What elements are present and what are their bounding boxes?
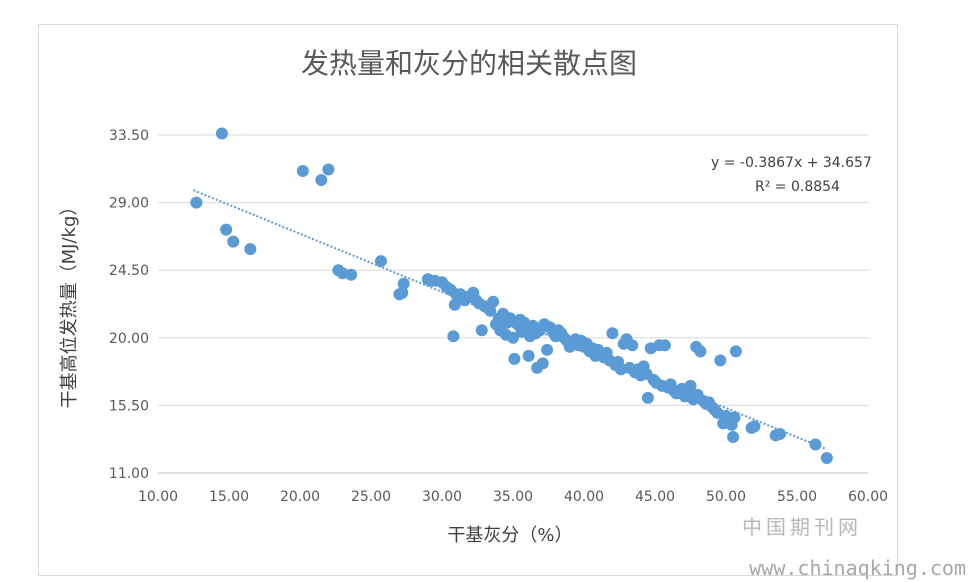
data-point: [475, 324, 488, 337]
y-tick-label: 15.50: [109, 398, 149, 414]
x-tick-label: 10.00: [138, 489, 178, 505]
data-point: [227, 235, 240, 248]
data-point: [606, 327, 619, 340]
watermark-url: www.chinaqking.com: [749, 556, 966, 580]
y-axis-label: 干基高位发热量（MJ/kg）: [59, 198, 80, 409]
data-point: [541, 343, 554, 356]
x-axis-label: 干基灰分（%）: [447, 525, 572, 546]
data-point: [684, 379, 697, 392]
x-tick-label: 20.00: [280, 489, 320, 505]
y-tick-label: 20.00: [109, 331, 149, 347]
data-point: [508, 352, 521, 365]
data-point: [727, 430, 740, 443]
y-tick-label: 11.00: [109, 466, 149, 482]
scatter-chart: 发热量和灰分的相关散点图 11.00 15.50 20.00 24.50 29.00 33…: [59, 47, 888, 546]
chart-title: 发热量和灰分的相关散点图: [301, 47, 637, 80]
watermark-cn: 中国期刊网: [742, 515, 862, 539]
y-tick-label: 33.50: [109, 128, 149, 144]
data-point: [447, 330, 460, 343]
data-point: [641, 391, 654, 404]
x-tick-label: 50.00: [706, 489, 746, 505]
data-point: [296, 165, 309, 178]
data-point: [748, 420, 761, 433]
y-tick-labels: 11.00 15.50 20.00 24.50 29.00 33.50: [109, 128, 149, 482]
x-tick-label: 25.00: [351, 489, 391, 505]
data-point: [714, 354, 727, 367]
data-point: [729, 345, 742, 358]
data-point: [215, 127, 228, 140]
r-squared-label: R² = 0.8854: [755, 179, 840, 195]
data-point: [374, 255, 387, 268]
data-point: [396, 286, 409, 299]
data-point: [190, 196, 203, 209]
chart-frame: 发热量和灰分的相关散点图 11.00 15.50 20.00 24.50 29.00 33…: [38, 24, 898, 576]
x-tick-label: 55.00: [777, 489, 817, 505]
trendline-equation: y = -0.3867x + 34.657: [711, 155, 872, 171]
data-point: [522, 349, 535, 362]
x-tick-label: 30.00: [422, 489, 462, 505]
x-tick-label: 15.00: [209, 489, 249, 505]
data-point: [820, 451, 833, 464]
x-tick-label: 35.00: [493, 489, 533, 505]
y-tick-label: 29.00: [109, 196, 149, 212]
data-points: [190, 127, 833, 464]
data-point: [728, 411, 741, 424]
x-tick-labels: 10.00 15.00 20.00 25.00 30.00 35.00 40.00 45.00…: [138, 489, 888, 505]
data-point: [448, 298, 461, 311]
data-point: [536, 357, 549, 370]
trendline: [193, 189, 826, 450]
data-point: [220, 223, 233, 236]
data-point: [315, 174, 328, 187]
x-tick-label: 45.00: [635, 489, 675, 505]
data-point: [487, 295, 500, 308]
data-point: [507, 331, 519, 344]
data-point: [626, 339, 639, 352]
data-point: [658, 339, 671, 352]
data-point: [322, 163, 335, 176]
y-tick-label: 24.50: [109, 263, 149, 279]
data-point: [809, 438, 822, 451]
data-point: [397, 277, 410, 290]
x-tick-label: 40.00: [564, 489, 604, 505]
data-point: [244, 243, 257, 256]
x-tick-label: 60.00: [848, 489, 888, 505]
data-point: [345, 268, 358, 281]
data-point: [694, 345, 707, 358]
